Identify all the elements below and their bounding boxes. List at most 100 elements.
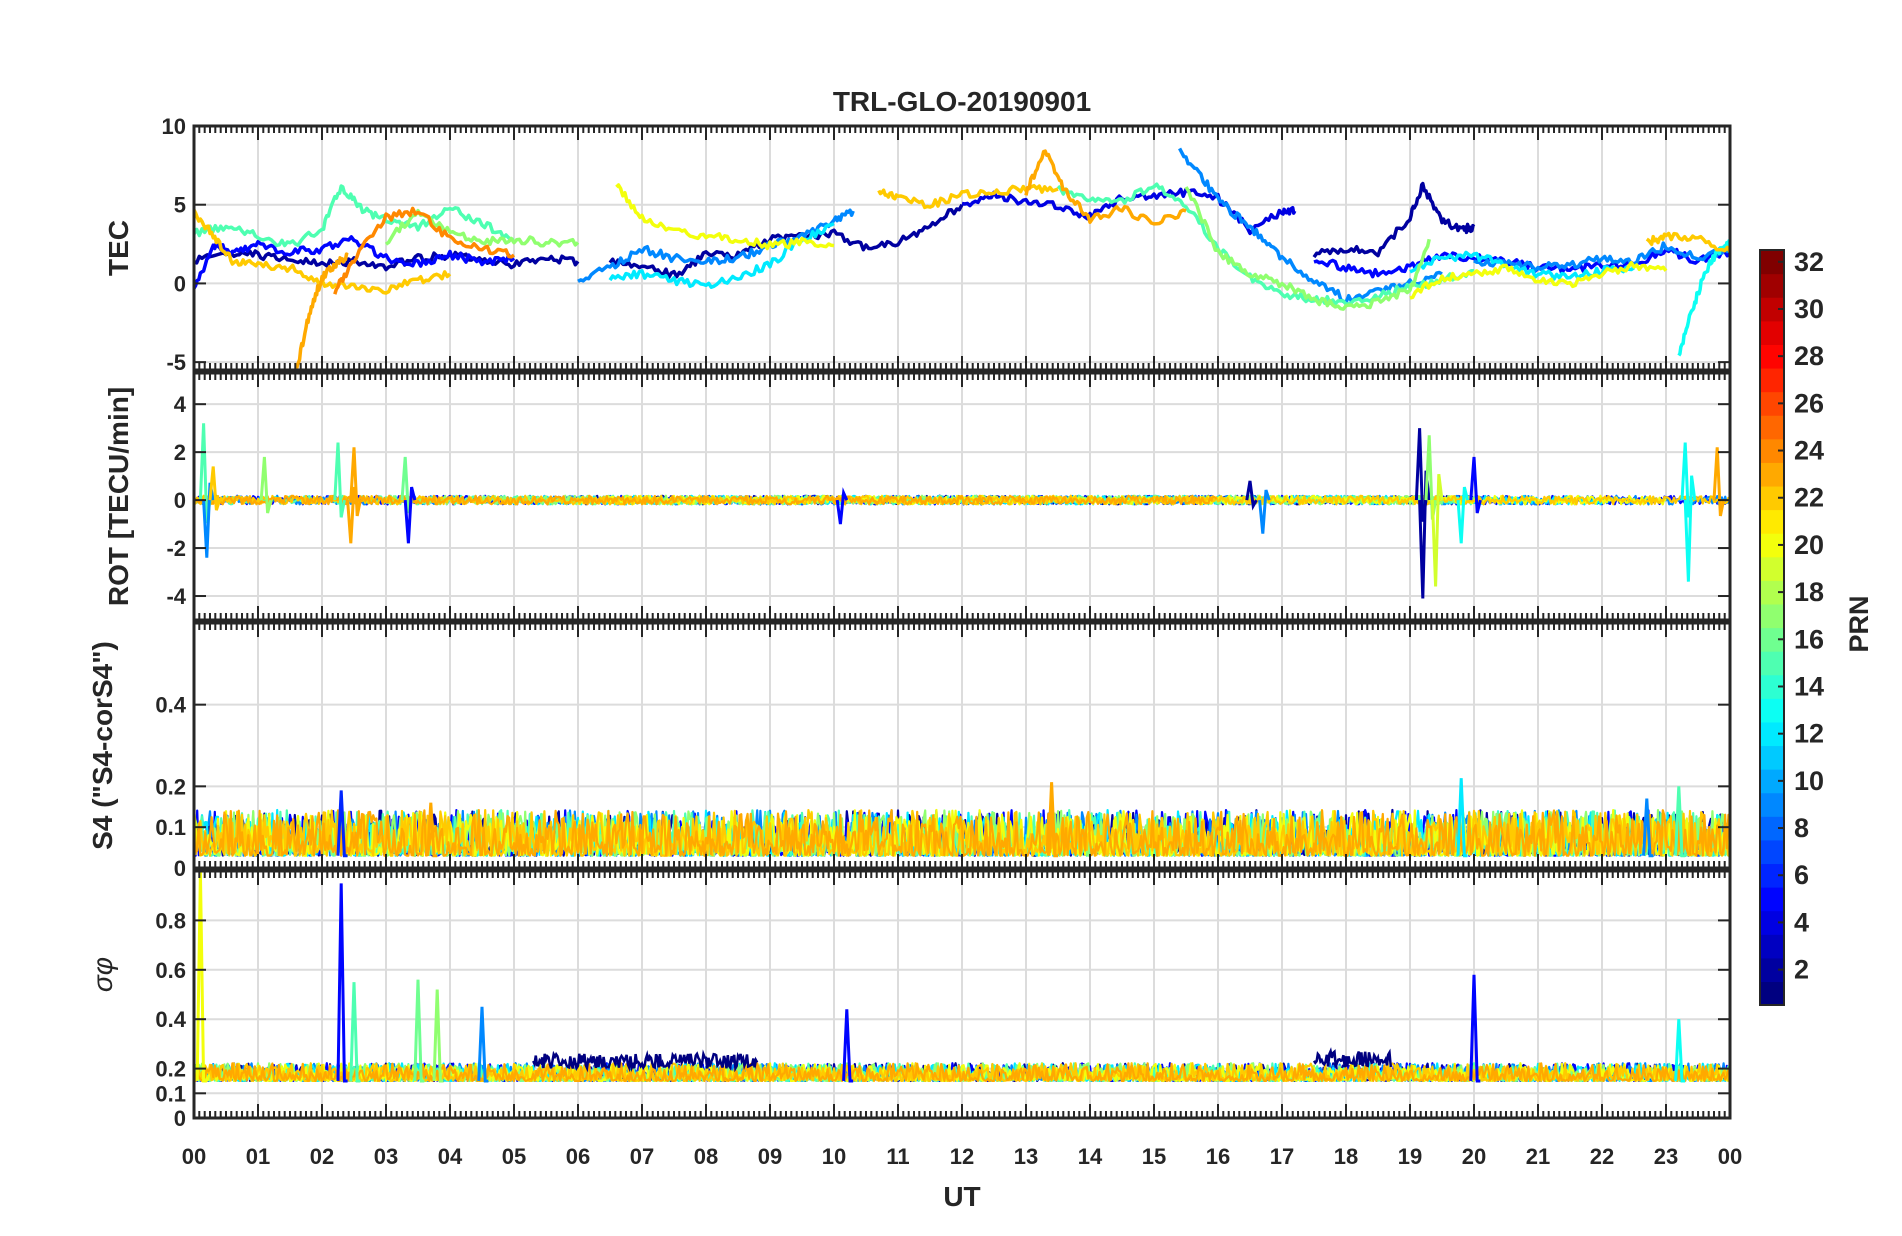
x-tick-label: 15 bbox=[1142, 1144, 1166, 1169]
s4-y-tick-label: 0.1 bbox=[155, 815, 186, 840]
colorbar-tick-label: 12 bbox=[1794, 719, 1824, 749]
rot-y-label: ROT [TECU/min] bbox=[103, 387, 134, 606]
sigma-spike bbox=[842, 1009, 854, 1083]
tec-y-tick-label: 10 bbox=[162, 114, 186, 139]
tec-series-line-15 bbox=[1184, 186, 1431, 311]
x-tick-label: 22 bbox=[1590, 1144, 1614, 1169]
x-tick-label: 14 bbox=[1078, 1144, 1103, 1169]
x-tick-label: 20 bbox=[1462, 1144, 1486, 1169]
colorbar-segment bbox=[1760, 509, 1784, 534]
rot-series-group bbox=[192, 423, 1732, 599]
sigma-spike bbox=[336, 883, 348, 1083]
sigma-panel: 0.8 0.6 0.4 0.20.10 σφ bbox=[87, 869, 1732, 1131]
s4-noise-line-prn-22 bbox=[192, 808, 1732, 857]
x-tick-label: 23 bbox=[1654, 1144, 1678, 1169]
tec-series-line-19 bbox=[192, 209, 452, 295]
tec-panel: 10 5 0 -5 TEC bbox=[103, 114, 1732, 375]
rot-spike bbox=[349, 447, 362, 517]
tec-series-line-12 bbox=[192, 184, 515, 248]
colorbar-segment bbox=[1760, 415, 1784, 440]
sigma-spike bbox=[432, 989, 444, 1083]
s4-spike bbox=[1642, 798, 1654, 858]
rot-spike bbox=[1258, 489, 1271, 534]
rot-y-tick-label: -2 bbox=[166, 536, 186, 561]
colorbar-tick-label: 6 bbox=[1794, 860, 1809, 890]
sigma-band-line bbox=[1312, 1047, 1393, 1068]
s4-panel: 0.4 0.2 0.1 0 S4 ("S4-corS4") bbox=[87, 621, 1732, 881]
sigma-spike bbox=[1469, 974, 1481, 1083]
colorbar-tick-label: 16 bbox=[1794, 624, 1824, 654]
tec-y-label: TEC bbox=[103, 220, 134, 276]
rot-spike bbox=[1683, 475, 1697, 582]
x-tick-label: 07 bbox=[630, 1144, 654, 1169]
sigma-spike bbox=[349, 982, 361, 1083]
colorbar-segment bbox=[1760, 603, 1784, 629]
colorbar-segment bbox=[1760, 745, 1784, 770]
x-axis-label: UT bbox=[943, 1181, 980, 1212]
rot-y-tick-label: -4 bbox=[166, 584, 186, 609]
tec-y-tick-label: -5 bbox=[166, 350, 186, 375]
tec-series-line-16 bbox=[615, 183, 835, 251]
rot-panel: 4 2 0 -2 -4 ROT [TECU/min] bbox=[103, 371, 1732, 622]
s4-spike bbox=[1456, 778, 1468, 858]
sigma-series-group bbox=[192, 870, 1732, 1083]
s4-x-ticks bbox=[193, 623, 1731, 868]
colorbar-tick-label: 18 bbox=[1794, 577, 1824, 607]
colorbar-tick-label: 14 bbox=[1794, 671, 1824, 701]
x-tick-label: 12 bbox=[950, 1144, 974, 1169]
colorbar-tick-label: 20 bbox=[1794, 530, 1824, 560]
colorbar-tick-label: 4 bbox=[1794, 907, 1809, 937]
colorbar-tick-label: 2 bbox=[1794, 955, 1809, 985]
s4-y-tick-label: 0.2 bbox=[155, 774, 186, 799]
x-tick-label: 05 bbox=[502, 1144, 526, 1169]
rot-noise-line-prn-23 bbox=[193, 494, 1218, 506]
s4-spike bbox=[336, 790, 348, 858]
rot-spike bbox=[333, 442, 346, 518]
x-tick-label: 06 bbox=[566, 1144, 590, 1169]
sigma-y-label: σφ bbox=[87, 957, 118, 992]
s4-spike bbox=[1046, 782, 1058, 858]
sigma-spike bbox=[1674, 1019, 1686, 1083]
colorbar-tick-label: 8 bbox=[1794, 813, 1809, 843]
rot-spike bbox=[403, 486, 417, 544]
colorbar-label: PRN bbox=[1844, 595, 1874, 652]
x-tick-label: 16 bbox=[1206, 1144, 1230, 1169]
s4-series-group bbox=[192, 778, 1732, 858]
colorbar-tick-label: 26 bbox=[1794, 388, 1824, 418]
colorbar-segment bbox=[1760, 273, 1784, 298]
colorbar-segment bbox=[1760, 981, 1784, 1006]
tec-series-line-21 bbox=[294, 252, 349, 371]
x-tick-label: 00 bbox=[1718, 1144, 1742, 1169]
x-tick-label: 02 bbox=[310, 1144, 334, 1169]
colorbar-tick-label: 30 bbox=[1794, 294, 1824, 324]
tec-y-tick-label: 0 bbox=[174, 271, 186, 296]
colorbar-segment bbox=[1760, 367, 1784, 393]
rot-spike bbox=[1245, 480, 1258, 511]
rot-spike bbox=[1469, 456, 1482, 514]
colorbar-segment bbox=[1760, 698, 1784, 723]
colorbar-tick-label: 22 bbox=[1794, 483, 1824, 513]
s4-spike bbox=[426, 802, 438, 858]
colorbar-segment bbox=[1760, 462, 1784, 487]
rot-spike bbox=[1430, 474, 1444, 587]
sigma-spike bbox=[413, 979, 425, 1083]
x-tick-label: 01 bbox=[246, 1144, 270, 1169]
colorbar-tick-label: 32 bbox=[1794, 247, 1824, 277]
colorbar-tick-label: 10 bbox=[1794, 766, 1824, 796]
x-tick-label: 11 bbox=[886, 1144, 909, 1169]
rot-spike bbox=[259, 456, 273, 514]
x-tick-label: 19 bbox=[1398, 1144, 1422, 1169]
x-axis: 00 01 02 03 04 05 06 07 08 09 10 11 12 13 14 15 16 17 18 19… bbox=[182, 1144, 1742, 1169]
x-tick-label: 18 bbox=[1334, 1144, 1358, 1169]
tec-y-tick-label: 5 bbox=[174, 193, 186, 218]
tec-series-line-10 bbox=[1409, 250, 1635, 281]
sigma-spike bbox=[477, 1006, 489, 1083]
chart-title: TRL-GLO-20190901 bbox=[833, 86, 1091, 117]
sigma-x-ticks bbox=[193, 871, 1731, 1118]
colorbar-segment bbox=[1760, 887, 1784, 912]
colorbar-segment bbox=[1760, 651, 1784, 676]
tec-series-line-0 bbox=[193, 249, 580, 272]
rot-y-tick-label: 4 bbox=[174, 392, 187, 417]
colorbar-segment bbox=[1760, 792, 1784, 817]
